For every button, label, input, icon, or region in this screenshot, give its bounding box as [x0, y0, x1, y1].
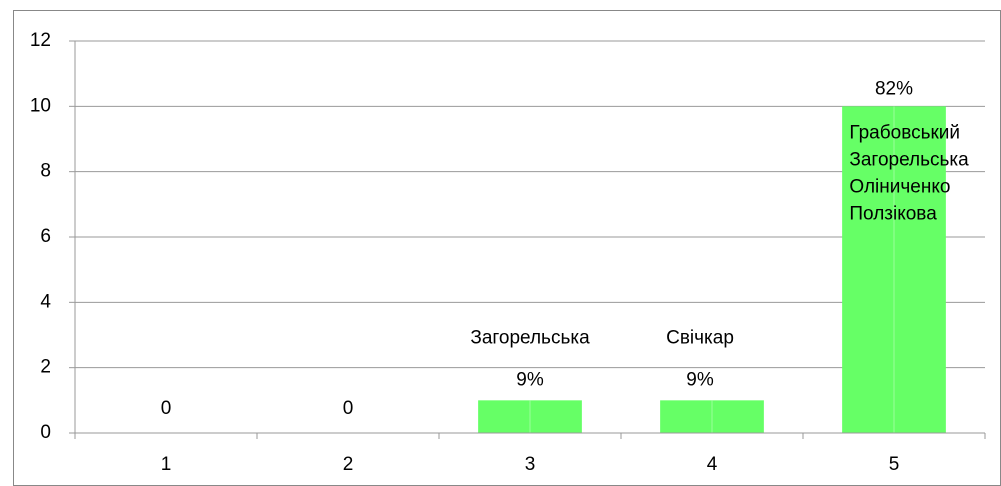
y-tick-label: 4	[40, 291, 51, 312]
x-tick-label: 5	[889, 454, 900, 475]
annotation: Загорельська	[849, 149, 969, 170]
x-tick-label: 4	[707, 454, 718, 475]
annotation: 9%	[516, 369, 544, 390]
y-tick-label: 6	[40, 226, 51, 247]
annotation: Загорельська	[470, 327, 590, 348]
x-tick-label: 1	[161, 454, 172, 475]
y-tick-label: 8	[40, 161, 51, 182]
annotation: Свічкар	[666, 327, 734, 348]
annotation: 82%	[875, 78, 913, 99]
data-label: 0	[343, 398, 354, 419]
data-label: 0	[161, 398, 172, 419]
y-tick-label: 2	[40, 357, 51, 378]
y-tick-label: 10	[30, 95, 51, 116]
y-tick-label: 0	[40, 422, 51, 443]
annotation: Грабовський	[849, 122, 960, 143]
annotation: 9%	[686, 369, 714, 390]
y-tick-label: 12	[30, 30, 51, 51]
annotation: Оліниченко	[849, 176, 950, 197]
x-tick-label: 2	[343, 454, 354, 475]
x-tick-label: 3	[525, 454, 536, 475]
annotation: Ползікова	[849, 203, 937, 224]
